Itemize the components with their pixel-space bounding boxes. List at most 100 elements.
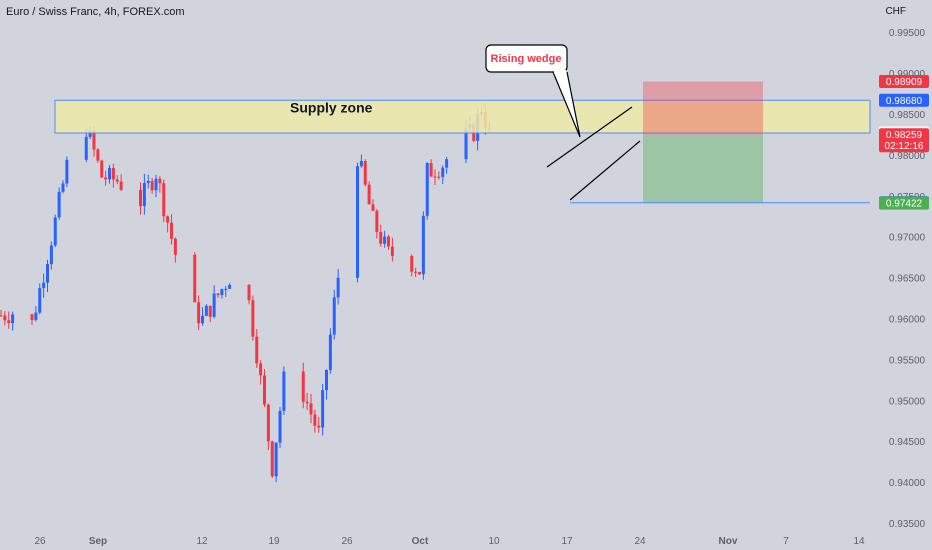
y-tick-label: 0.93500 — [889, 519, 926, 530]
candle-body — [425, 163, 429, 216]
candle-body — [204, 305, 208, 316]
candle-body — [170, 222, 173, 239]
candle-body — [34, 312, 38, 320]
candle-body — [173, 238, 177, 255]
candle-body — [46, 264, 49, 283]
wedge-upper-line — [546, 106, 633, 168]
candle-body — [379, 232, 383, 244]
candle-body — [220, 289, 224, 296]
candle-body — [247, 284, 251, 301]
candle-body — [158, 178, 162, 184]
candle-body — [208, 305, 212, 317]
candle-body — [162, 183, 166, 217]
candle-body — [359, 161, 363, 167]
stop-loss-tag — [879, 75, 929, 89]
supply-zone-label: Supply zone — [290, 99, 373, 115]
candle-body — [282, 371, 286, 411]
x-tick-label: 17 — [561, 536, 573, 547]
currency-label: CHF — [885, 6, 906, 17]
candle-body — [201, 315, 204, 324]
candle-body — [212, 293, 216, 317]
stop-loss-tag-label: 0.98909 — [886, 77, 923, 88]
y-tick-label: 0.95500 — [889, 355, 926, 366]
candle-body — [278, 410, 282, 443]
x-tick-label: 12 — [196, 536, 208, 547]
candle-body — [96, 149, 100, 161]
candle-body — [255, 336, 259, 364]
supply-zone-box — [54, 99, 871, 134]
wedge-callout-pointer — [552, 71, 581, 138]
candle-body — [65, 159, 69, 184]
last-price-tag — [879, 128, 929, 153]
take-profit-tag-label: 0.97422 — [886, 199, 923, 210]
x-tick-label: 10 — [488, 536, 500, 547]
candle-body — [216, 293, 220, 296]
x-tick-label: 24 — [634, 536, 646, 547]
candle-body — [429, 163, 433, 177]
candle-body — [49, 245, 53, 265]
candle-body — [418, 272, 421, 275]
candle-body — [150, 180, 154, 191]
wedge-callout-label: Rising wedge — [491, 53, 562, 65]
candle-body — [115, 179, 119, 182]
price-tags: 0.989090.986800.982800.9825902:12:160.97… — [879, 75, 929, 210]
candle-body — [38, 288, 42, 313]
candle-body — [445, 159, 449, 168]
candle-body — [371, 204, 375, 211]
candle-body — [108, 167, 111, 180]
candle-body — [7, 320, 11, 324]
candle-body — [100, 160, 104, 178]
x-tick-label: Sep — [89, 536, 107, 547]
time-axis[interactable]: 26 Sep 12 19 26 Oct 10 17 24 Nov 7 14 — [34, 536, 865, 547]
candle-body — [383, 236, 387, 244]
wedge-callout-joint — [554, 70, 566, 74]
y-tick-label: 0.95000 — [889, 396, 926, 407]
supply-zone-top-tag — [879, 93, 929, 107]
candle-body — [410, 255, 414, 272]
x-tick-label: 14 — [853, 536, 865, 547]
candle-body — [421, 215, 425, 275]
candle-body — [197, 302, 201, 324]
countdown-label: 02:12:16 — [885, 141, 924, 152]
drawing-overlay: Supply zone Rising wedge — [54, 44, 871, 204]
y-tick-label: 0.96500 — [889, 274, 926, 285]
candle-body — [92, 130, 96, 150]
candle-body — [441, 167, 445, 177]
y-tick-label: 0.97000 — [889, 233, 926, 244]
candle-body — [53, 217, 57, 246]
y-tick-label: 0.99500 — [889, 28, 926, 39]
candle-body — [363, 161, 367, 185]
candle-body — [433, 176, 437, 178]
candle-body — [139, 189, 142, 207]
last-price-tag-label: 0.98259 — [886, 130, 923, 141]
y-tick-label: 0.98000 — [889, 151, 926, 162]
candle-body — [266, 404, 270, 442]
candle-body — [301, 371, 305, 402]
candle-body — [142, 183, 146, 207]
candle-body — [263, 375, 266, 405]
candle-body — [274, 442, 278, 477]
x-tick-label: 7 — [783, 536, 789, 547]
candle-body — [30, 314, 34, 320]
candle-body — [367, 184, 371, 205]
candle-body — [251, 300, 255, 337]
candle-body — [0, 315, 3, 317]
wedge-callout-box — [485, 44, 568, 73]
candle-body — [270, 441, 274, 477]
y-tick-label: 0.99000 — [889, 69, 926, 80]
candle-body — [88, 130, 92, 137]
x-tick-label: Oct — [412, 536, 429, 547]
candle-body — [11, 314, 15, 324]
candle-body — [111, 167, 115, 180]
symbol-title[interactable]: Euro / Swiss Franc, 4h, FOREX.com — [6, 6, 185, 18]
candle-body — [104, 177, 108, 180]
candle-body — [309, 403, 313, 415]
candle-body — [414, 271, 418, 273]
x-tick-label: 26 — [341, 536, 353, 547]
candle-body — [321, 390, 325, 428]
candle-body — [325, 369, 328, 391]
candle-body — [57, 191, 61, 218]
candle-body — [259, 363, 263, 376]
candle-body — [336, 277, 340, 298]
